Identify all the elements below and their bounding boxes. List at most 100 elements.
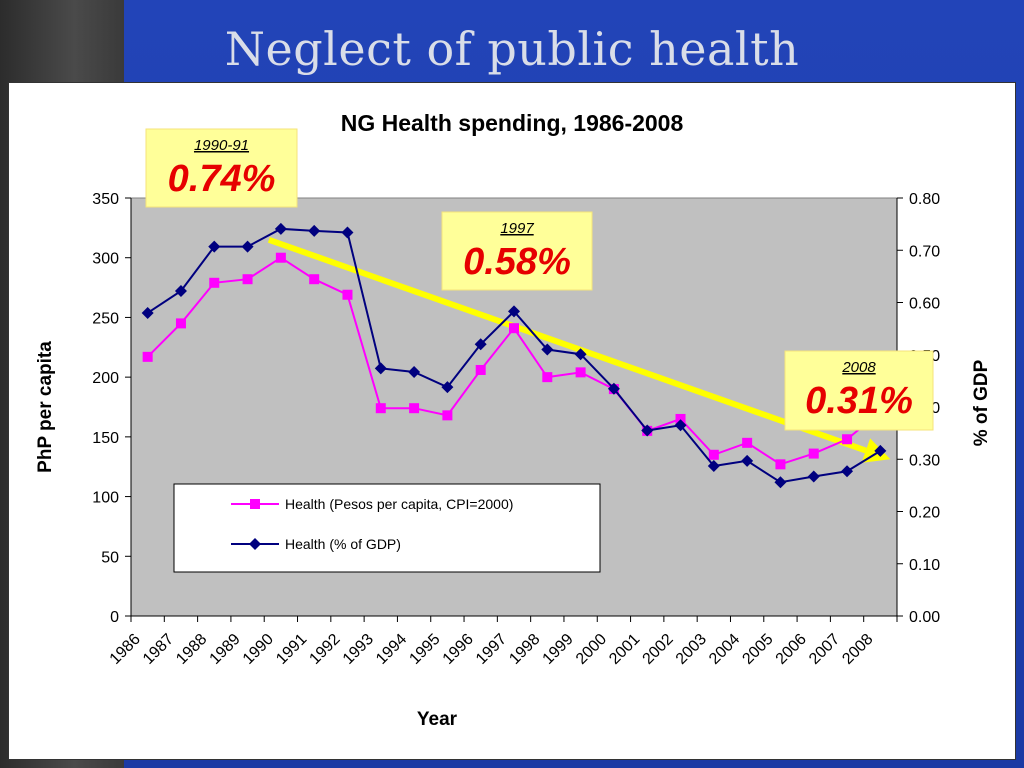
- data-point: [375, 403, 386, 414]
- x-tick-label: 1995: [406, 631, 443, 668]
- callout-2: 1997 0.58%: [441, 211, 593, 291]
- series-2: [141, 222, 887, 489]
- legend-swatch-marker: [249, 538, 261, 550]
- data-point: [342, 289, 353, 300]
- x-tick-label: 1998: [506, 631, 543, 668]
- y-tick-label: 100: [92, 490, 119, 507]
- chart-panel: NG Health spending, 1986-2008 0 50 100 150 2…: [8, 82, 1016, 760]
- x-tick-label: 1986: [107, 631, 144, 668]
- data-point: [208, 240, 221, 253]
- data-point: [341, 226, 354, 239]
- y-tick-label: 0: [110, 609, 119, 626]
- x-tick-label: 1988: [173, 631, 210, 668]
- callout-box: [441, 211, 593, 291]
- x-tick-label: 1993: [340, 631, 377, 668]
- data-point: [475, 364, 486, 375]
- data-point: [508, 305, 520, 318]
- x-tick-label: 2008: [839, 631, 876, 668]
- data-point: [175, 318, 186, 329]
- x-tick-label: 2003: [673, 631, 710, 668]
- data-point: [542, 372, 553, 383]
- data-point: [541, 343, 554, 356]
- trend-arrow-shaft: [267, 236, 867, 454]
- data-point: [142, 351, 153, 362]
- data-point: [641, 424, 654, 437]
- callout-year: 2008: [841, 359, 876, 376]
- data-point: [675, 413, 686, 424]
- data-point: [409, 403, 420, 414]
- data-point: [374, 362, 387, 375]
- data-point: [309, 274, 320, 285]
- chart-title: NG Health spending, 1986-2008: [341, 110, 684, 136]
- data-point: [141, 306, 154, 319]
- callout-box: [784, 350, 934, 431]
- callout-value: 0.58%: [463, 241, 571, 283]
- callout-value: 0.74%: [168, 158, 276, 200]
- x-tick-label: 1994: [373, 631, 410, 668]
- callout-3: 2008 0.31%: [784, 350, 934, 431]
- chart: NG Health spending, 1986-2008 0 50 100 150 2…: [35, 110, 992, 730]
- data-point: [842, 434, 853, 445]
- legend-box: [173, 483, 601, 573]
- y2-tick-label: 0.20: [909, 505, 940, 522]
- series-layer: [141, 222, 887, 489]
- data-point: [174, 285, 187, 298]
- data-point: [442, 410, 453, 421]
- x-tick-label: 2005: [739, 631, 776, 668]
- y2-tick-label: 0.70: [909, 243, 940, 260]
- data-point: [808, 448, 819, 459]
- x-tick-label: 2006: [773, 631, 810, 668]
- data-point: [509, 323, 519, 334]
- x-tick-label: 1987: [140, 631, 177, 668]
- data-point: [841, 465, 854, 478]
- callout-year: 1990-91: [194, 137, 249, 154]
- y-tick-label: 250: [92, 310, 119, 327]
- data-point: [674, 419, 687, 432]
- legend-label: Health (Pesos per capita, CPI=2000): [285, 496, 513, 512]
- x-tick-label: 1992: [306, 631, 343, 668]
- data-point: [774, 476, 787, 489]
- y2-tick-label: 0.00: [909, 609, 940, 626]
- data-point: [741, 454, 754, 467]
- callout-value: 0.31%: [805, 380, 913, 422]
- y-axis-label: PhP per capita: [35, 341, 56, 473]
- data-point: [574, 348, 587, 361]
- x-tick-label: 1989: [207, 631, 244, 668]
- data-point: [607, 382, 620, 395]
- x-tick-label: 1991: [273, 631, 310, 668]
- data-point: [742, 437, 753, 448]
- y2-tick-label: 0.30: [909, 452, 940, 469]
- y-tick-label: 200: [92, 370, 119, 387]
- legend-swatch-marker: [250, 499, 260, 509]
- x-tick-label: 2007: [806, 631, 843, 668]
- x-tick-label: 2000: [573, 631, 610, 668]
- data-point: [441, 381, 454, 394]
- legend-label: Health (% of GDP): [285, 536, 401, 552]
- data-point: [474, 338, 487, 351]
- callout-1: 1990-91 0.74%: [145, 128, 298, 208]
- data-point: [308, 224, 321, 237]
- x-tick-label: 2002: [640, 631, 677, 668]
- data-point: [408, 365, 421, 378]
- x-tick-label: 1997: [473, 631, 510, 668]
- y2-axis-label: % of GDP: [971, 359, 992, 446]
- data-point: [275, 252, 286, 263]
- data-point: [707, 460, 720, 473]
- x-tick-label: 2001: [606, 631, 643, 668]
- data-point: [807, 470, 820, 483]
- callouts: 1990-91 0.74% 1997 0.58% 2008 0.31%: [145, 128, 934, 431]
- data-point: [242, 274, 253, 285]
- legend: Health (Pesos per capita, CPI=2000) Healt…: [173, 483, 601, 573]
- data-point: [874, 444, 887, 457]
- data-point: [575, 367, 586, 378]
- x-tick-label: 1990: [240, 631, 277, 668]
- y-tick-label: 150: [92, 430, 119, 447]
- x-axis-label: Year: [417, 709, 458, 730]
- data-point: [708, 449, 719, 460]
- y2-tick-label: 0.80: [909, 191, 940, 208]
- x-tick-label: 1996: [440, 631, 477, 668]
- data-point: [274, 222, 287, 235]
- slide-title: Neglect of public health: [224, 22, 800, 76]
- x-tick-label: 2004: [706, 631, 743, 668]
- callout-year: 1997: [500, 220, 534, 237]
